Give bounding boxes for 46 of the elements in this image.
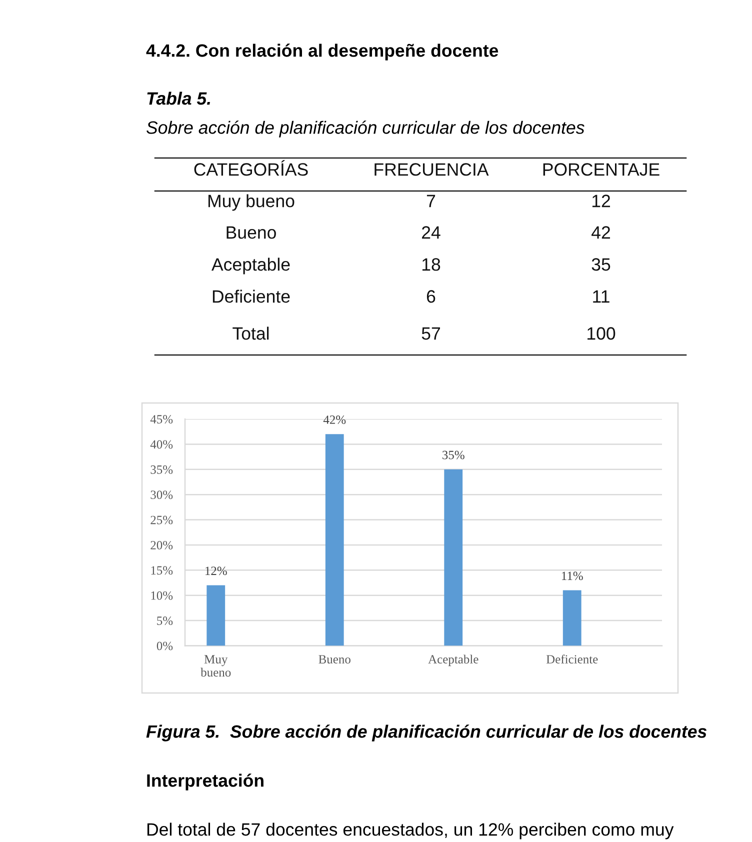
y-tick-label: 5% [157, 616, 173, 626]
bar [325, 434, 344, 646]
data-label: 12% [206, 566, 227, 576]
bar [206, 585, 226, 646]
y-tick-label: 15% [151, 566, 173, 575]
data-label: 35% [442, 450, 464, 460]
y-tick-label: 20% [150, 540, 173, 550]
y-tick-label: 0% [156, 642, 173, 650]
y-tick-label: 30% [150, 490, 173, 500]
text: 42 [592, 226, 610, 239]
text: CATEGORÍAS [194, 160, 308, 176]
bar [444, 469, 463, 646]
text: Bueno [226, 226, 276, 239]
text: Deficiente [212, 290, 290, 303]
y-tick-label: 45% [150, 415, 173, 424]
text: 11 [593, 290, 610, 303]
text: Figura 5. Sobre acción de planificación curricular de los docentes [146, 724, 707, 742]
text: 7 [426, 194, 436, 208]
x-tick-label: Bueno [318, 655, 350, 664]
text: 100 [588, 327, 616, 340]
y-tick-label: 10% [151, 591, 173, 600]
text: FRECUENCIA [374, 163, 489, 176]
data-label: 11% [562, 572, 583, 580]
text: 57 [422, 327, 440, 340]
text: Sobre acción de planificación curricular de los docentes [146, 120, 584, 138]
data-label: 42% [323, 416, 346, 424]
text: 24 [422, 226, 440, 239]
x-tick-label: Deficiente [546, 654, 598, 664]
y-tick-label: 40% [150, 440, 173, 449]
text: 18 [422, 258, 440, 271]
x-tick-label: Muy bueno [200, 655, 231, 677]
text: 12 [592, 194, 610, 208]
bar [562, 590, 582, 646]
text: 6 [426, 290, 436, 303]
y-tick-label: 25% [150, 516, 173, 524]
text: Del total de 57 docentes encuestados, un 12% perciben como muy [147, 822, 674, 840]
text: 4.4.2. Con relación al desempeñe docente [146, 44, 498, 60]
y-tick-label: 35% [150, 465, 173, 474]
text: 35 [592, 258, 610, 271]
text: PORCENTAJE [543, 163, 660, 176]
text: Total [232, 326, 269, 340]
x-tick-label: Aceptable [428, 654, 478, 666]
text: Muy bueno [208, 194, 294, 211]
text: Interpretación [147, 774, 264, 790]
text: Tabla 5. [147, 92, 210, 105]
text: Aceptable [212, 258, 290, 274]
